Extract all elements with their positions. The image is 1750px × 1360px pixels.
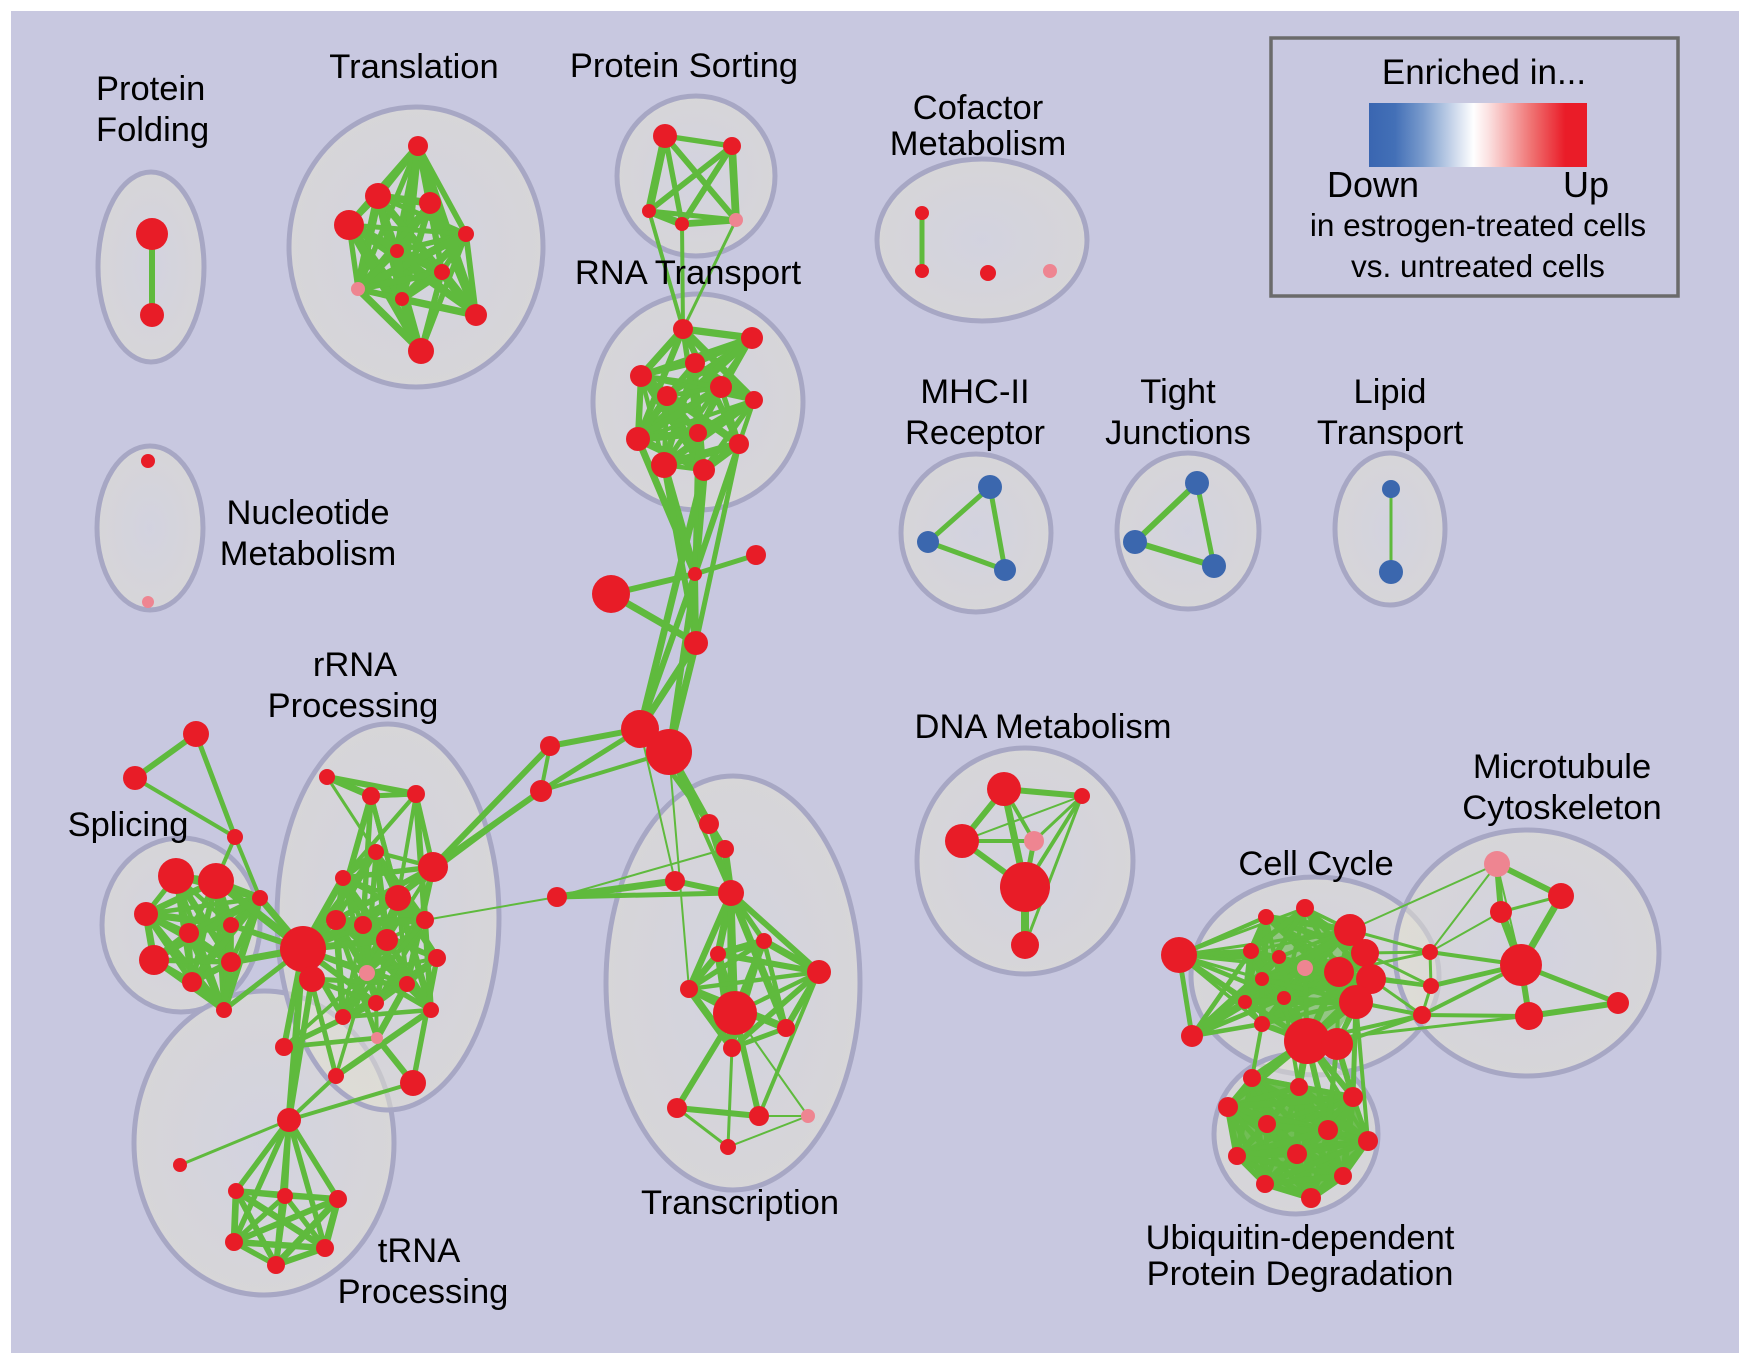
- svg-text:Protein Degradation: Protein Degradation: [1147, 1255, 1454, 1293]
- svg-text:Cell Cycle: Cell Cycle: [1238, 845, 1393, 883]
- svg-text:Translation: Translation: [329, 48, 498, 86]
- svg-text:Processing: Processing: [338, 1273, 509, 1311]
- svg-text:tRNA: tRNA: [378, 1232, 460, 1270]
- svg-text:RNA Transport: RNA Transport: [575, 254, 802, 292]
- svg-text:Transcription: Transcription: [641, 1184, 839, 1222]
- svg-text:Enriched in...: Enriched in...: [1382, 53, 1586, 92]
- svg-text:Nucleotide: Nucleotide: [226, 494, 389, 532]
- svg-text:rRNA: rRNA: [313, 646, 397, 684]
- svg-text:Junctions: Junctions: [1105, 414, 1251, 452]
- svg-text:Down: Down: [1327, 164, 1419, 205]
- svg-text:Transport: Transport: [1317, 414, 1464, 452]
- svg-text:Up: Up: [1563, 164, 1609, 205]
- svg-text:Ubiquitin-dependent: Ubiquitin-dependent: [1146, 1219, 1455, 1257]
- svg-text:Folding: Folding: [96, 111, 209, 149]
- svg-text:vs. untreated cells: vs. untreated cells: [1351, 248, 1605, 284]
- svg-text:Microtubule: Microtubule: [1473, 748, 1651, 786]
- svg-text:Protein Sorting: Protein Sorting: [570, 47, 798, 85]
- svg-text:Splicing: Splicing: [68, 806, 189, 844]
- svg-text:Cofactor: Cofactor: [913, 89, 1043, 127]
- svg-text:Protein: Protein: [96, 70, 205, 108]
- svg-text:Tight: Tight: [1140, 373, 1216, 411]
- svg-text:Cytoskeleton: Cytoskeleton: [1462, 789, 1661, 827]
- svg-text:in estrogen-treated cells: in estrogen-treated cells: [1310, 207, 1646, 243]
- svg-text:Metabolism: Metabolism: [890, 125, 1066, 163]
- svg-text:Metabolism: Metabolism: [220, 535, 396, 573]
- svg-text:Lipid: Lipid: [1354, 373, 1427, 411]
- svg-text:MHC-II: MHC-II: [920, 373, 1029, 411]
- svg-text:Processing: Processing: [268, 687, 439, 725]
- svg-text:DNA Metabolism: DNA Metabolism: [915, 708, 1172, 746]
- svg-text:Receptor: Receptor: [905, 414, 1045, 452]
